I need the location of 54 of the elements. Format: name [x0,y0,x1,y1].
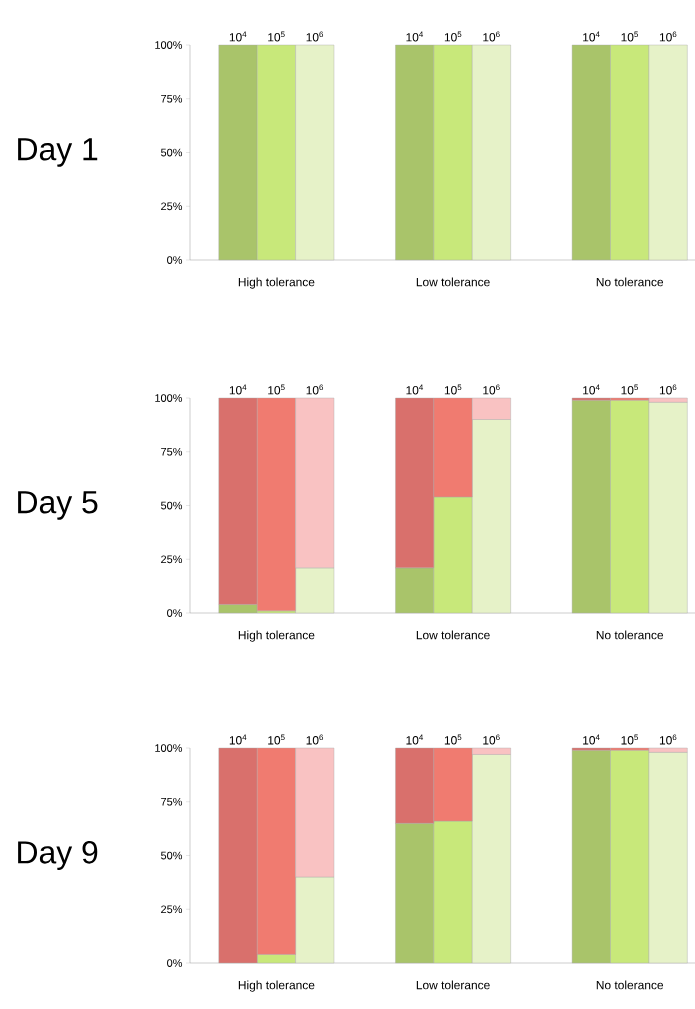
text: Low tolerance [416,277,490,287]
y-tick-label: 50% [160,501,183,510]
text: Day 9 [18,841,98,870]
text: High tolerance [238,980,315,992]
y-tick-label: 100% [155,41,183,49]
x-tick-label: 10$^{5}$ [268,384,285,395]
y-tick-label: 25% [161,202,183,211]
x-tick-label: 10$^{6}$ [483,384,500,395]
x-tick-label: 10$^{6}$ [306,734,324,745]
x-tick-label: 10$^{4}$ [406,384,424,395]
text: High tolerance [238,277,315,289]
x-tick-label: 10$^{5}$ [444,384,462,395]
x-tick-label: 10$^{4}$ [406,31,424,42]
x-tick-label: 10$^{5}$ [268,734,285,745]
y-tick-label: 75% [161,797,183,806]
x-tick-label: 10$^{6}$ [659,734,677,745]
x-tick-label: 10$^{4}$ [229,384,247,395]
x-tick-label: 10$^{6}$ [306,384,324,395]
x-tick-label: 10$^{4}$ [583,734,600,745]
text: Day 1 [18,138,98,167]
x-tick-label: 10$^{5}$ [621,734,638,745]
text: High tolerance [238,630,315,642]
y-tick-label: 0% [167,256,183,264]
x-tick-label: 10$^{4}$ [583,31,600,42]
x-tick-label: 10$^{5}$ [621,31,638,42]
text: Day 5 [18,491,98,520]
x-tick-label: 10$^{5}$ [444,31,462,42]
y-tick-label: 100% [155,394,183,402]
x-tick-label: 10$^{5}$ [444,734,462,745]
text: No tolerance [596,277,664,287]
y-tick-label: 25% [161,905,183,914]
x-tick-label: 10$^{5}$ [621,384,638,395]
x-tick-label: 10$^{6}$ [659,384,677,395]
y-tick-label: 0% [167,959,183,967]
x-tick-label: 10$^{5}$ [268,31,285,42]
text: No tolerance [596,980,664,990]
x-tick-label: 10$^{6}$ [306,31,324,42]
y-tick-label: 0% [167,609,183,617]
y-tick-label: 25% [161,555,183,564]
y-tick-label: 50% [160,148,183,157]
x-tick-label: 10$^{4}$ [583,384,600,395]
y-tick-label: 50% [160,851,183,860]
x-tick-label: 10$^{6}$ [483,734,500,745]
y-tick-label: 75% [161,94,183,103]
x-tick-label: 10$^{6}$ [483,31,500,42]
x-tick-label: 10$^{4}$ [229,31,247,42]
text: Low tolerance [416,980,490,990]
x-tick-label: 10$^{6}$ [659,31,677,42]
x-tick-label: 10$^{4}$ [406,734,424,745]
y-tick-label: 100% [155,744,183,752]
x-tick-label: 10$^{4}$ [229,734,247,745]
text: No tolerance [596,630,664,640]
y-tick-label: 75% [161,447,183,456]
text: Low tolerance [416,630,490,640]
